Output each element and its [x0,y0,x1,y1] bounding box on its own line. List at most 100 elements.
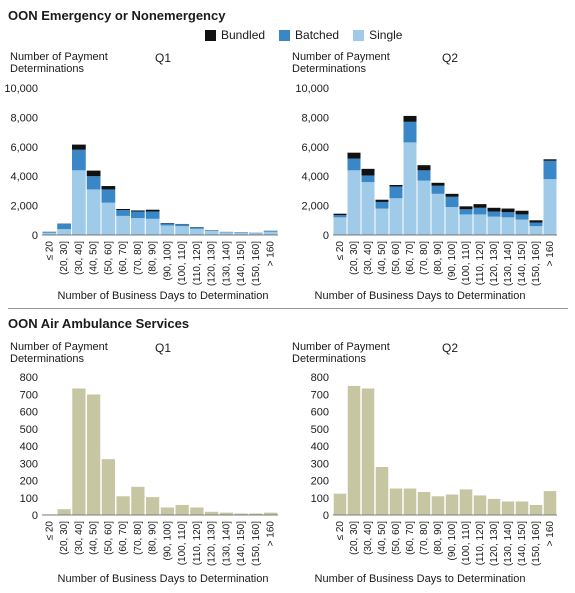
y-tick-label: 8,000 [301,112,329,124]
bar [417,491,431,516]
bar [459,488,473,516]
x-tick-label: (40, 50] [377,521,388,555]
y-tick-label: 400 [20,441,38,453]
y-tick-label: 100 [311,493,329,505]
y-tick-label: 4,000 [10,171,38,183]
x-tick-label: (60, 70] [405,241,416,275]
x-tick-label: (120, 130] [489,241,500,286]
x-tick-label: (50, 60] [103,241,114,275]
x-tick-label: (90, 100] [447,521,458,561]
x-tick-label: (100, 110] [461,241,472,286]
bar-single [131,218,145,235]
y-tick-label: 6,000 [10,142,38,154]
x-tick-label: (110, 120] [192,521,203,566]
chart-title: Q2 [442,51,458,65]
legend: Bundled Batched Single [205,28,402,42]
y-tick-label: 500 [311,424,329,436]
bar-batched [190,227,204,229]
bar-bundled [417,165,431,171]
section-title-emergency: OON Emergency or Nonemergency [8,8,226,23]
bar-batched [333,215,347,218]
bar [543,490,557,516]
bar-batched [515,214,529,220]
x-tick-label: ≤ 20 [335,241,346,261]
y-tick-label: 10,000 [295,83,329,95]
bar-batched [501,212,515,218]
bar [487,498,501,516]
chart-title: Q1 [155,341,171,355]
x-tick-label: (140, 150] [517,241,528,286]
x-tick-label: (130, 140] [503,241,514,286]
bar-batched [57,223,71,230]
bar-single [57,229,71,235]
bar-batched [361,175,375,183]
y-tick-label: 200 [311,476,329,488]
bar-bundled [445,193,459,197]
bar-batched [431,185,445,194]
bar [529,504,543,516]
bar-single [515,219,529,235]
legend-swatch-single [353,29,365,41]
y-tick-label: 400 [311,441,329,453]
x-tick-label: (120, 130] [207,521,218,566]
x-tick-label: ≤ 20 [44,521,55,541]
x-tick-label: (50, 60] [391,521,402,555]
bar-single [543,179,557,235]
bar-single [361,182,375,235]
y-tick-label: 4,000 [301,171,329,183]
bar-bundled [86,170,101,177]
bar-single [473,214,487,235]
bar-batched [204,230,219,231]
x-tick-label: (140, 150] [236,241,247,286]
bar-single [487,216,501,235]
bar-single [101,202,116,235]
bar [347,385,361,516]
y-tick-label: 700 [20,389,38,401]
bar-bundled [473,204,487,208]
bar-single [145,218,160,235]
bar-single [116,215,130,235]
x-tick-label: (130, 140] [221,521,232,566]
section-title-air-ambulance: OON Air Ambulance Services [8,316,190,331]
x-axis-label: Number of Business Days to Determination [58,290,269,302]
x-tick-label: (150, 160] [251,241,262,286]
x-tick-label: (100, 110] [177,241,188,286]
x-tick-label: > 160 [266,521,277,547]
bar-single [160,225,175,235]
x-tick-label: (50, 60] [103,521,114,555]
x-tick-label: (140, 150] [236,521,247,566]
bar-single [42,232,57,235]
bar-bundled [116,208,130,211]
legend-item-batched: Batched [279,28,339,42]
y-tick-label: 100 [20,493,38,505]
y-tick-label: 700 [311,389,329,401]
x-tick-label: (50, 60] [391,241,402,275]
bar [361,387,375,516]
bar [375,466,389,516]
bar-single [431,193,445,235]
y-tick-label: 600 [311,407,329,419]
y-tick-label: 600 [20,407,38,419]
x-tick-label: (40, 50] [377,241,388,275]
bar-bundled [375,199,389,202]
bar-batched [175,224,189,227]
bar-batched [116,210,130,216]
bar-single [417,180,431,235]
bar-batched [263,230,278,232]
bar-single [175,226,189,235]
bar-single [501,217,515,235]
x-tick-label: (20, 30] [59,241,70,275]
x-tick-label: > 160 [545,241,556,267]
x-tick-label: (60, 70] [118,521,129,555]
y-tick-label: 300 [311,458,329,470]
y-tick-label: 800 [20,372,38,384]
bar [445,494,459,516]
bar-batched [487,211,501,217]
bar-bundled [403,115,417,122]
bar-batched [131,211,145,219]
bar [403,488,417,516]
section-divider [8,308,568,309]
x-tick-label: (20, 30] [349,241,360,275]
